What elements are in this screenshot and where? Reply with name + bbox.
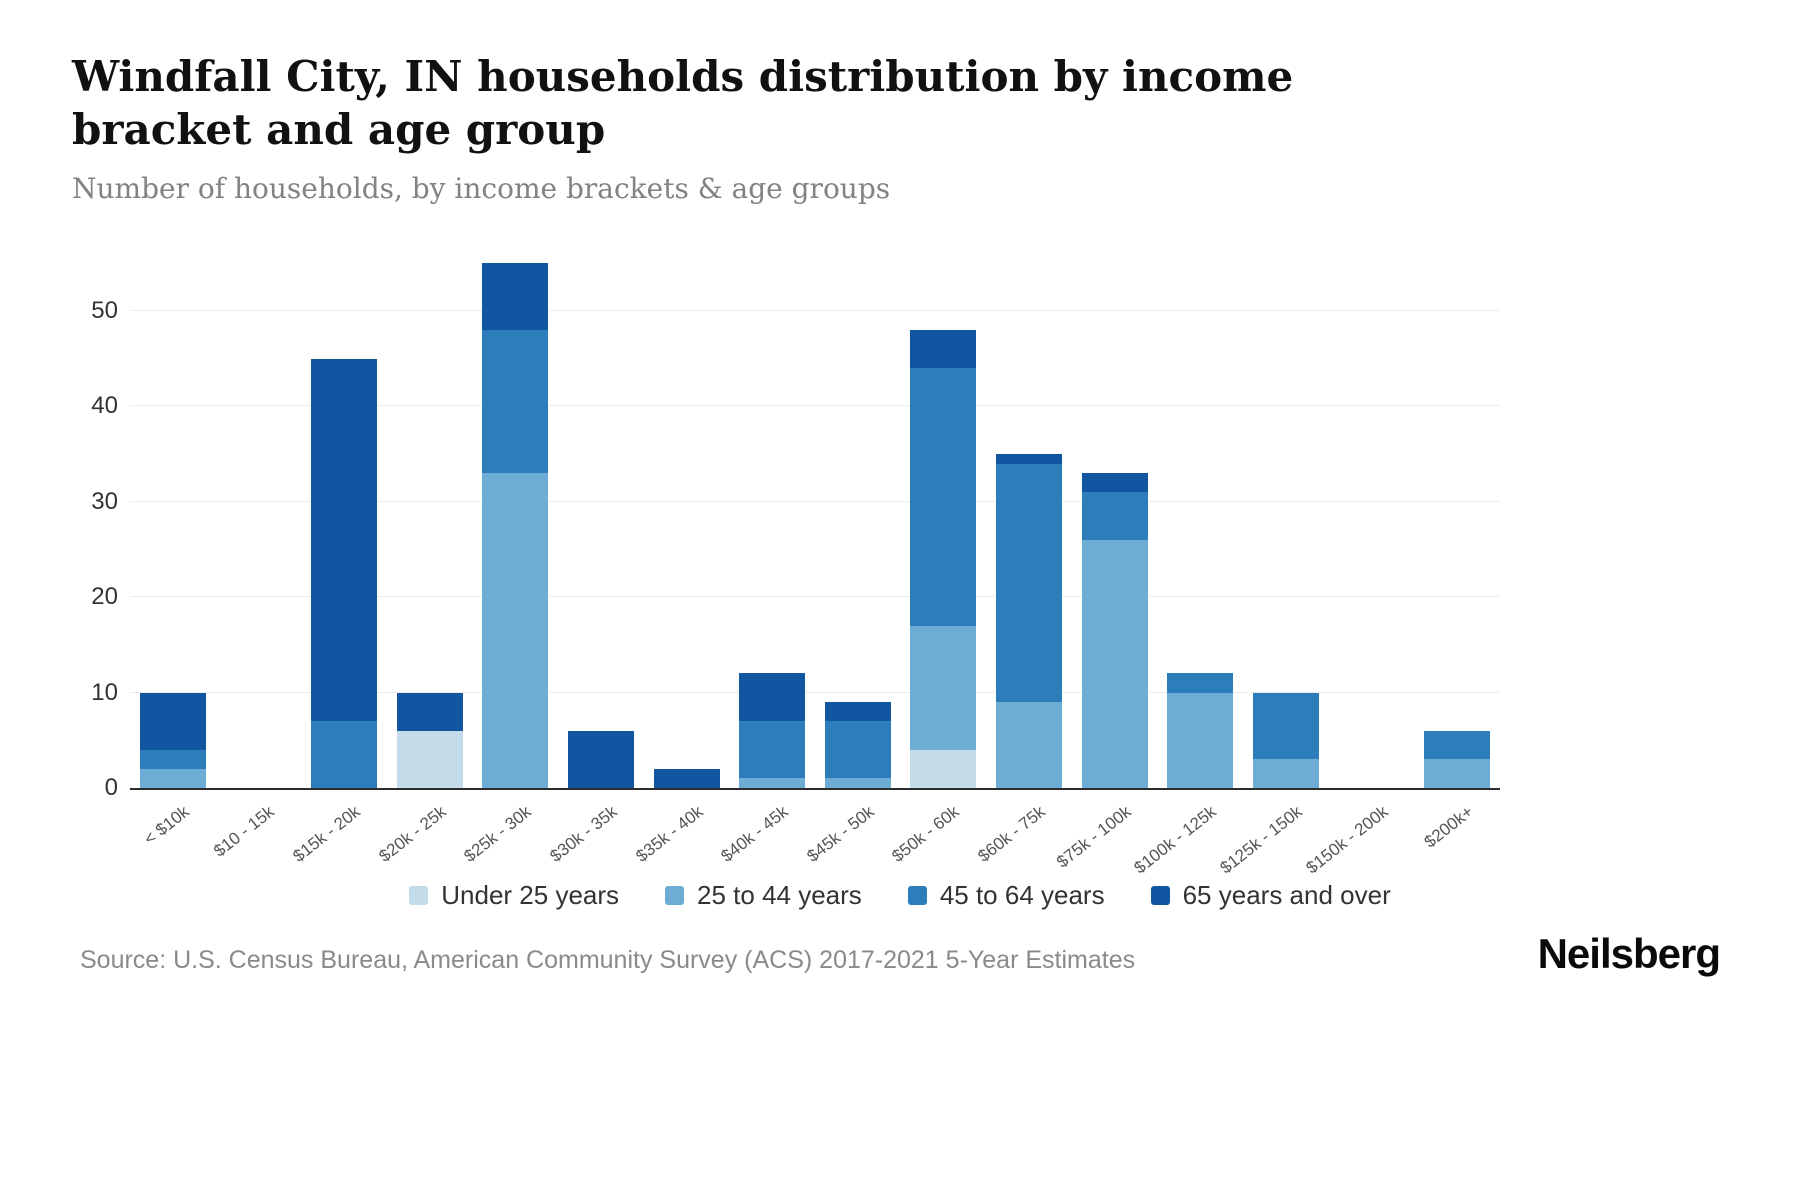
bar-segment[interactable] [1081,473,1148,493]
gridline [130,309,1500,311]
legend-label: Under 25 years [441,880,620,910]
legend-item[interactable]: 65 years and over [1150,880,1391,911]
footer: Source: U.S. Census Bureau, American Com… [80,930,1721,978]
bar-segment[interactable] [739,778,806,788]
bar-segment[interactable] [311,721,378,788]
bar-segment[interactable] [396,730,463,788]
gridline [130,691,1500,693]
x-tick-label: $40k - 45k [717,802,792,866]
legend-swatch [1150,886,1170,905]
y-tick-label: 20 [91,583,118,611]
x-tick-label: $30k - 35k [546,802,621,866]
x-tick-label: $15k - 20k [289,802,364,866]
source-note: Source: U.S. Census Bureau, American Com… [80,946,1136,974]
x-tick-label: $10 - 15k [210,802,279,861]
x-tick-label: $100k - 125k [1130,802,1221,878]
bar-segment[interactable] [910,368,977,626]
legend-item[interactable]: 25 to 44 years [665,880,862,911]
y-tick-label: 0 [104,774,118,801]
bar-segment[interactable] [910,625,977,750]
bar-segment[interactable] [567,730,634,788]
bar-segment[interactable] [482,263,549,330]
y-tick-label: 40 [91,392,118,420]
chart-subtitle: Number of households, by income brackets… [72,172,891,205]
bar-segment[interactable] [1424,730,1491,760]
bar-segment[interactable] [824,702,891,722]
plot-area [130,240,1500,790]
bar-segment[interactable] [996,702,1063,788]
bar-segment[interactable] [1081,539,1148,788]
bar-segment[interactable] [1252,692,1319,760]
bar-segment[interactable] [396,692,463,731]
bar-segment[interactable] [139,749,206,769]
legend-label: 45 to 64 years [939,880,1105,910]
bar-segment[interactable] [739,673,806,722]
gridline [130,500,1500,502]
x-tick-label: $50k - 60k [888,802,964,866]
bar-segment[interactable] [1167,673,1234,693]
bar-segment[interactable] [1424,759,1491,788]
legend-label: 25 to 44 years [697,880,862,910]
bar-segment[interactable] [910,749,977,788]
bar-segment[interactable] [824,778,891,788]
bar-segment[interactable] [653,768,720,788]
legend-label: 65 years and over [1182,880,1391,910]
bar-segment[interactable] [139,768,206,788]
x-tick-label: $20k - 25k [375,802,450,866]
x-tick-label: $25k - 30k [460,802,536,866]
legend-swatch [665,886,685,905]
x-tick-label: $200k+ [1420,802,1477,852]
bar-segment[interactable] [482,473,549,788]
legend-swatch [907,886,927,905]
legend-swatch [409,886,429,905]
legend-item[interactable]: 45 to 64 years [907,880,1105,911]
bar-segment[interactable] [996,463,1063,703]
bar-segment[interactable] [482,329,549,474]
bar-segment[interactable] [1081,492,1148,540]
bar-segment[interactable] [1167,692,1234,788]
bar-segment[interactable] [910,329,977,369]
x-tick-label: $60k - 75k [974,802,1049,866]
bar-segment[interactable] [739,721,806,779]
bar-segment[interactable] [824,721,891,779]
x-tick-label: $45k - 50k [803,802,878,866]
gridline [130,405,1500,407]
bar-segment[interactable] [996,453,1063,464]
y-tick-label: 30 [91,487,118,515]
bar-segment[interactable] [311,358,378,722]
x-tick-label: $75k - 100k [1052,802,1135,872]
chart-legend: Under 25 years 25 to 44 years 45 to 64 yea… [0,880,1800,911]
bar-segment[interactable] [139,692,206,750]
legend-item[interactable]: Under 25 years [409,880,619,911]
stacked-bar-chart: 0 10 20 30 40 50 < $10k $10 - 15k $15k - 20k $20k… [70,240,1510,877]
x-tick-label: < $10k [140,802,193,849]
y-tick-label: 10 [91,678,118,706]
chart-title: Windfall City, IN households distributio… [72,52,1294,155]
gridline [130,596,1500,598]
y-tick-label: 50 [91,296,118,324]
x-tick-label: $35k - 40k [632,802,707,866]
x-tick-label: $150k - 200k [1302,802,1392,878]
x-tick-label: $125k - 150k [1216,802,1306,878]
neilsberg-logo: Neilsberg [1537,930,1721,977]
bar-segment[interactable] [1252,759,1319,788]
